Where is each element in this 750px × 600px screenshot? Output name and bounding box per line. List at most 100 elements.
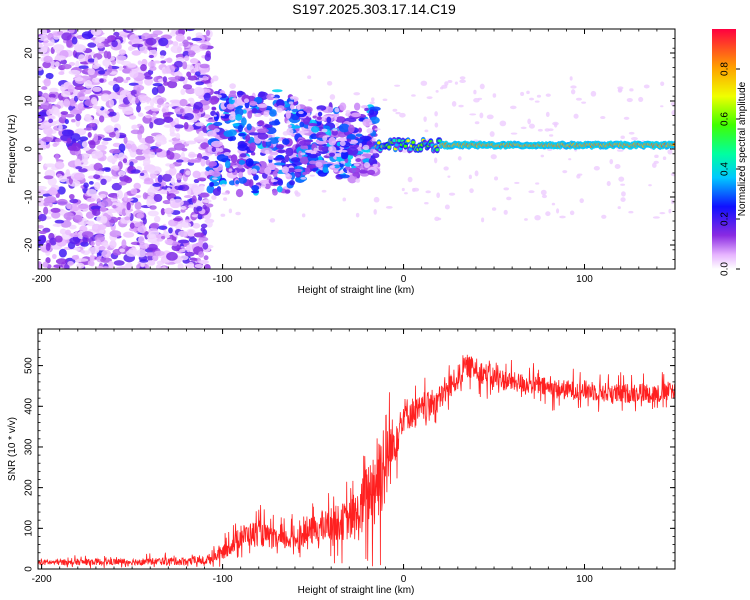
spectrogram-cell	[490, 154, 497, 160]
spectrogram-cell	[194, 122, 205, 127]
spectrogram-cell	[53, 44, 65, 51]
spectrogram-cell	[623, 116, 630, 120]
spectrogram-cell	[58, 71, 65, 76]
spectrogram-cell	[162, 199, 172, 205]
spectrogram-cell	[143, 71, 152, 78]
spectrogram-cell	[169, 163, 176, 169]
spectrogram-cell	[570, 85, 577, 89]
spectrogram-cell	[342, 197, 347, 202]
spectrogram-cell	[164, 238, 174, 245]
spectrogram-cell	[326, 116, 332, 124]
spectrogram-cell	[186, 71, 192, 78]
spectrogram-cell	[38, 152, 42, 162]
spectrogram-cell	[108, 111, 117, 117]
spectrogram-cell	[129, 69, 139, 79]
spectrogram-cell	[329, 152, 336, 157]
spectrogram-cell	[75, 60, 80, 69]
spectrogram-cell	[151, 107, 160, 112]
spectrogram-cell	[157, 104, 162, 108]
spectrogram-cell	[526, 90, 530, 95]
spectrogram-cell	[234, 107, 244, 117]
spectrogram-cell	[67, 84, 75, 93]
spectrogram-cell	[137, 144, 149, 150]
spectrogram-cell	[152, 182, 162, 187]
snr-y-tick-label: 300	[24, 438, 35, 455]
spectrogram-cell	[339, 140, 346, 147]
spectrogram-cell	[308, 99, 313, 102]
spectrogram-cell	[45, 72, 54, 80]
spectrogram-cell	[316, 116, 322, 120]
spectrogram-cell	[148, 33, 159, 38]
spectrogram-ridge-cell	[377, 141, 381, 145]
spectrogram-cell	[162, 76, 168, 83]
spectrogram-cell	[64, 119, 69, 125]
spectrogram-cell	[55, 258, 68, 265]
spectrogram-cell	[166, 151, 175, 160]
spectrogram-cell	[479, 112, 484, 119]
spectrogram-cell	[444, 81, 449, 87]
spectrogram-x-tick-label: -200	[32, 274, 52, 285]
spectrogram-cell	[221, 183, 226, 187]
spectrogram-cell	[276, 107, 283, 113]
spectrogram-cell	[136, 249, 147, 258]
spectrogram-cell	[191, 37, 203, 42]
spectrogram-cell	[160, 208, 166, 216]
spectrogram-cell	[236, 90, 244, 96]
colorbar-tick-label: 0.8	[720, 62, 731, 76]
spectrogram-cell	[166, 187, 171, 192]
spectrogram-cell	[47, 32, 54, 41]
spectrogram-cell	[144, 135, 155, 144]
spectrogram-x-label: Height of straight line (km)	[298, 285, 415, 296]
spectrogram-cell	[134, 201, 142, 210]
spectrogram-cell	[301, 213, 306, 218]
spectrogram-cell	[47, 177, 57, 186]
spectrogram-cell	[89, 140, 96, 149]
spectrogram-cell	[263, 111, 270, 117]
spectrogram-cell	[153, 215, 161, 223]
spectrogram-cell	[54, 138, 62, 143]
spectrogram-cell	[346, 133, 356, 141]
spectrogram-cell	[113, 153, 120, 159]
spectrogram-cell	[96, 198, 102, 204]
colorbar-ticks: 0.0 0.2 0.4 0.6 0.8	[720, 62, 740, 276]
spectrogram-cell	[45, 242, 51, 251]
spectrogram-cell	[222, 197, 228, 202]
spectrogram-cell	[108, 131, 116, 138]
spectrogram-cell	[69, 198, 79, 204]
spectrogram-cell	[184, 29, 196, 32]
spectrogram-cell	[284, 154, 290, 163]
spectrogram-ridge-cell	[435, 148, 440, 152]
spectrogram-cell	[524, 218, 528, 221]
spectrogram-cell	[213, 114, 217, 117]
spectrogram-cell	[435, 89, 439, 93]
spectrogram-cell	[161, 106, 169, 114]
spectrogram-cell	[79, 136, 89, 142]
spectrogram-cell	[247, 110, 253, 119]
spectrogram-cell	[53, 264, 63, 269]
spectrogram-cell	[188, 237, 197, 243]
spectrogram-cell	[186, 36, 192, 41]
spectrogram-cell	[174, 75, 181, 80]
spectrogram-cell	[306, 164, 316, 169]
spectrogram-cell	[269, 218, 276, 223]
spectrogram-cell	[38, 43, 43, 48]
spectrogram-cell	[102, 59, 111, 67]
spectrogram-cell	[473, 89, 477, 95]
snr-plot-area	[38, 329, 675, 569]
spectrogram-cell	[90, 29, 102, 36]
spectrogram-cell	[272, 170, 278, 178]
spectrogram-cell	[100, 178, 107, 186]
spectrogram-cell	[270, 94, 275, 97]
spectrogram-cell	[71, 36, 78, 45]
spectrogram-cell	[99, 193, 107, 199]
spectrogram-cell	[322, 135, 328, 142]
spectrogram-cell	[87, 68, 96, 76]
spectrogram-cell	[197, 239, 204, 248]
spectrogram-cell	[349, 167, 360, 173]
spectrogram-cell	[172, 217, 182, 222]
spectrogram-cell	[135, 148, 145, 155]
spectrogram-cell	[443, 166, 449, 171]
spectrogram-cell	[273, 97, 279, 101]
spectrogram-cell	[600, 116, 606, 120]
spectrogram-cell	[43, 201, 50, 207]
